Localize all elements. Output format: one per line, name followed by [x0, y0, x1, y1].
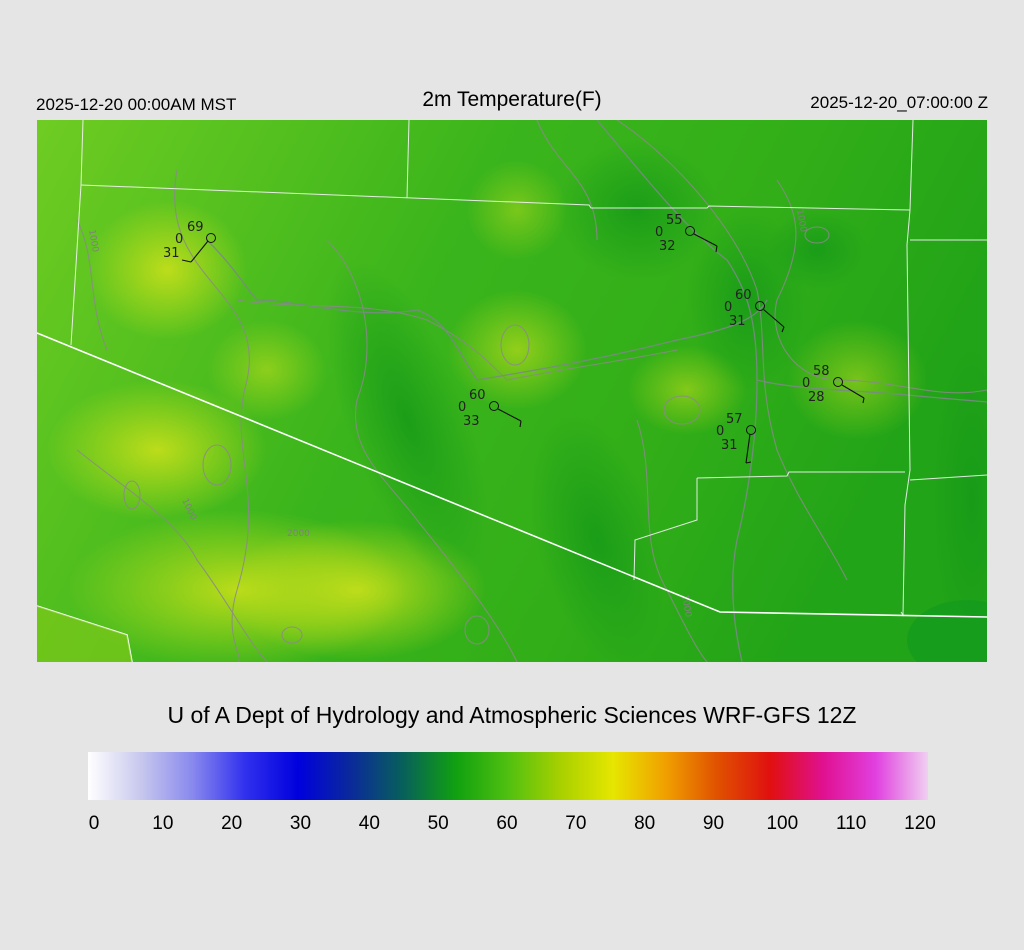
- station-dewpoint: 28: [808, 390, 825, 405]
- colorbar-tick-label: 10: [152, 813, 174, 834]
- warm-pockets: [47, 160, 927, 662]
- station-models: 69 0 31 55 0 32 60 0 31 60 0 33: [163, 213, 865, 464]
- colorbar-tick-label: 30: [289, 813, 312, 834]
- station-calm: 0: [724, 300, 732, 315]
- station-model: 58 0 28: [802, 364, 865, 405]
- boundaries: [70, 120, 987, 617]
- colorbar-tick-label: 120: [904, 813, 936, 834]
- station-temperature: 60: [469, 388, 486, 403]
- colorbar-tick-label: 0: [88, 813, 100, 834]
- station-model: 55 0 32: [655, 213, 718, 254]
- colorbar-tick-label: 100: [766, 813, 799, 834]
- station-calm: 0: [716, 424, 724, 439]
- station-temperature: 69: [187, 220, 204, 235]
- colorbar-tick-label: 110: [836, 813, 867, 834]
- local-time-label: 2025-12-20 00:00AM MST: [36, 95, 237, 114]
- colorbar-tick-label: 80: [634, 813, 656, 834]
- colorbar-tick-label: 60: [496, 813, 518, 834]
- southwest-corner-region: [37, 606, 132, 662]
- station-dewpoint: 32: [659, 239, 676, 254]
- station-calm: 0: [802, 376, 810, 391]
- station-calm: 0: [655, 225, 663, 240]
- temperature-colorbar: [88, 752, 928, 800]
- station-model: 60 0 33: [458, 388, 522, 429]
- station-model: 69 0 31: [163, 220, 216, 263]
- colorbar-tick-label: 40: [358, 813, 380, 834]
- credit-line: U of A Dept of Hydrology and Atmospheric…: [167, 702, 857, 728]
- station-model: 57 0 31: [716, 412, 756, 464]
- map-title: 2m Temperature(F): [422, 88, 602, 111]
- station-temperature: 58: [813, 364, 830, 379]
- colorbar-tick-label: 20: [221, 813, 243, 834]
- elevation-contours: [76, 120, 987, 662]
- colorbar-tick-label: 70: [565, 813, 587, 834]
- station-temperature: 60: [735, 288, 752, 303]
- colorbar-tick-labels: 0 10 20 30 40 50 60 70 80 90 100 110 120: [0, 813, 1024, 837]
- station-dewpoint: 33: [463, 414, 480, 429]
- colorbar-tick-label: 50: [427, 813, 449, 834]
- station-model: 60 0 31: [724, 288, 785, 333]
- colorbar-tick-label: 90: [702, 813, 725, 834]
- station-temperature: 57: [726, 412, 743, 427]
- contour-label: 2000: [287, 529, 310, 539]
- rivers: [206, 120, 987, 662]
- station-dewpoint: 31: [163, 246, 180, 261]
- station-dewpoint: 31: [729, 314, 746, 329]
- contour-label: 1000: [794, 209, 808, 234]
- temperature-map: 1000 1000 1000 2000 1000 69 0 3: [37, 120, 987, 662]
- station-temperature: 55: [666, 213, 683, 228]
- station-calm: 0: [175, 232, 183, 247]
- contour-label: 1000: [86, 229, 100, 254]
- station-calm: 0: [458, 400, 466, 415]
- station-dewpoint: 31: [721, 438, 738, 453]
- utc-time-label: 2025-12-20_07:00:00 Z: [810, 93, 988, 112]
